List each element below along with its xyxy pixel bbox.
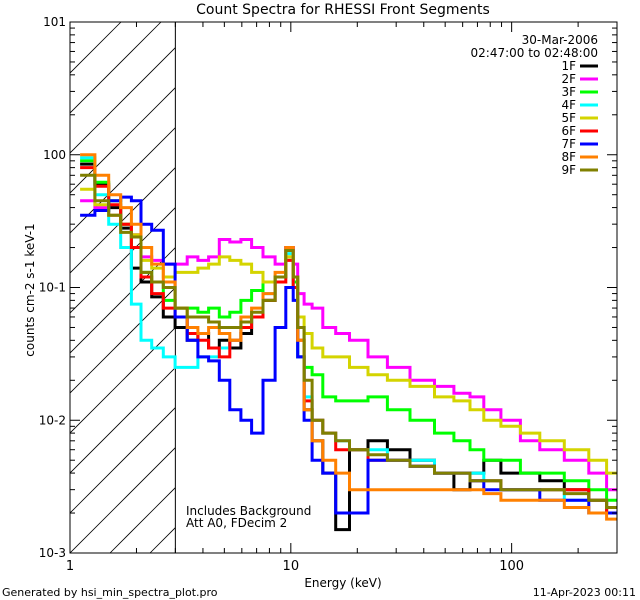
date-label: 30-Mar-2006 <box>522 33 598 47</box>
series-layer <box>80 153 617 532</box>
y-tick-label-1e-1: 10-1 <box>39 281 66 295</box>
footer-generated-by: Generated by hsi_min_spectra_plot.pro <box>2 586 218 599</box>
hatch-line <box>70 447 176 553</box>
y-tick-label-1e0: 100 <box>43 148 66 162</box>
series-line-2f <box>80 199 617 492</box>
legend-label-4f: 4F <box>561 98 576 112</box>
legend-label-6f: 6F <box>561 124 576 138</box>
hatch-line <box>70 22 162 114</box>
series-line-5f <box>80 187 617 475</box>
legend-label-8f: 8F <box>561 150 576 164</box>
hatch-line <box>70 247 176 354</box>
chart-title: Count Spectra for RHESSI Front Segments <box>196 2 490 18</box>
background-note: Includes Background <box>186 504 311 518</box>
hatch-line <box>70 407 176 514</box>
hatch-line <box>70 367 176 474</box>
hatch-line <box>70 207 176 314</box>
y-axis-label: counts cm-2 s-1 keV-1 <box>23 223 37 356</box>
footer-timestamp: 11-Apr-2023 00:11 <box>533 586 636 599</box>
legend-label-7f: 7F <box>561 137 576 151</box>
time-range-label: 02:47:00 to 02:48:00 <box>471 46 598 60</box>
x-tick-label-100: 100 <box>499 559 524 574</box>
hatch-line <box>70 287 176 394</box>
legend-label-5f: 5F <box>561 111 576 125</box>
hatch-line <box>70 47 176 154</box>
legend-label-9f: 9F <box>561 163 576 177</box>
legend-label-1f: 1F <box>561 59 576 73</box>
legend-label-2f: 2F <box>561 72 576 86</box>
hatch-line <box>70 87 176 194</box>
legend-label-3f: 3F <box>561 85 576 99</box>
x-axis-label: Energy (keV) <box>304 576 381 590</box>
y-tick-label-1e-3: 10-3 <box>39 546 66 560</box>
y-tick-label-1e-2: 10-2 <box>39 413 66 427</box>
series-line-9f <box>80 173 617 509</box>
series-line-8f <box>80 153 617 521</box>
attenuator-note: Att A0, FDecim 2 <box>186 516 287 530</box>
x-tick-label-1: 1 <box>66 559 74 574</box>
x-tick-label-10: 10 <box>283 559 300 574</box>
y-tick-label-1e1: 101 <box>43 15 66 29</box>
axis-ticks <box>69 21 618 554</box>
